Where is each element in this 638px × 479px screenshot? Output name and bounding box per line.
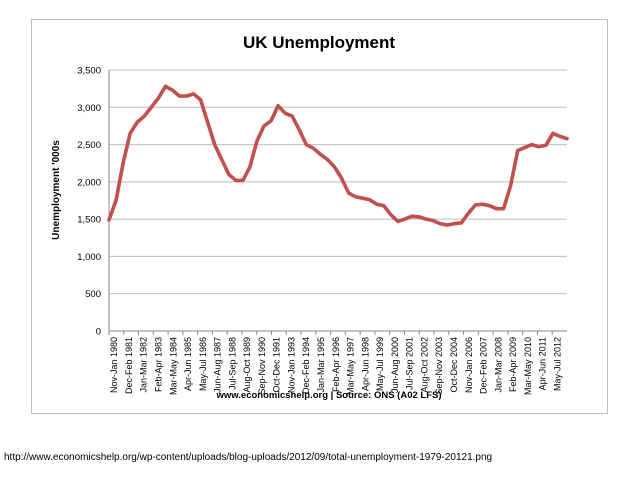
x-tick-label: Jul-Sep 2001: [405, 337, 415, 390]
x-tick-label: Feb-Apr 1996: [331, 337, 341, 392]
x-tick-label: Mar-May 1984: [168, 337, 178, 395]
y-tick-label: 1,000: [77, 252, 101, 263]
x-axis-ticks: Nov-Jan 1980 Dec-Feb 1981 Jan-Mar 1982 Feb-…: [108, 331, 562, 395]
x-tick-label: Sep-Nov 1990: [257, 337, 267, 395]
gridlines: [108, 69, 567, 332]
x-tick-label: Dec-Feb 2007: [479, 337, 489, 394]
y-axis-label: Unemployment '000s: [51, 140, 62, 240]
x-tick-label: May-Jul 2012: [552, 337, 562, 391]
y-tick-label: 3,500: [77, 66, 101, 77]
x-tick-label: Jan-Mar 2008: [493, 337, 503, 393]
x-tick-label: Apr-Jun 1998: [360, 337, 370, 391]
x-tick-label: Nov-Jan 1993: [286, 337, 296, 393]
x-tick-label: Mar-May 2010: [523, 337, 533, 395]
chart-frame: UK Unemployment Unemployment '000s 0 500 1…: [31, 19, 608, 414]
x-tick-label: Nov-Jan 2006: [464, 337, 474, 393]
line-chart: UK Unemployment Unemployment '000s 0 500 1…: [51, 33, 569, 401]
y-tick-label: 0: [96, 327, 101, 338]
series-line-unemployment: [107, 84, 569, 227]
x-tick-label: Oct-Dec 1991: [272, 337, 282, 393]
x-tick-label: Jun-Aug 1987: [213, 337, 223, 393]
x-tick-label: May-Jul 1999: [375, 337, 385, 391]
x-tick-label: Dec-Feb 1994: [301, 337, 311, 394]
x-tick-label: Feb-Apr 1983: [153, 337, 163, 392]
x-tick-label: Sep-Nov 2003: [434, 337, 444, 395]
y-tick-label: 2,500: [77, 140, 101, 151]
x-tick-label: Feb-Apr 2009: [508, 337, 518, 392]
series-layer: [107, 84, 569, 227]
x-tick-label: Jan-Mar 1995: [316, 337, 326, 393]
x-tick-label: Jan-Mar 1982: [139, 337, 149, 393]
x-tick-label: Nov-Jan 1980: [109, 337, 119, 393]
image-url-caption: http://www.economicshelp.org/wp-content/…: [4, 452, 493, 463]
x-tick-label: Oct-Dec 2004: [449, 337, 459, 393]
x-tick-label: Mar-May 1997: [346, 337, 356, 395]
chart-title: UK Unemployment: [243, 33, 395, 52]
y-tick-label: 3,000: [77, 103, 101, 114]
y-axis-ticks: 0 500 1,000 1,500 2,000 2,500 3,000 3,500: [77, 66, 101, 338]
y-tick-label: 1,500: [77, 215, 101, 226]
source-note: www.economicshelp.org | Source: ONS (A02…: [215, 390, 441, 401]
x-tick-label: Jun-Aug 2000: [390, 337, 400, 393]
x-tick-label: Jul-Sep 1988: [227, 337, 237, 390]
x-tick-label: Aug-Oct 2002: [419, 337, 429, 393]
y-tick-label: 500: [85, 289, 101, 300]
x-tick-label: Aug-Oct 1989: [242, 337, 252, 393]
x-tick-label: May-Jul 1986: [198, 337, 208, 391]
x-tick-label: Apr-Jun 1985: [183, 337, 193, 391]
x-tick-label: Dec-Feb 1981: [124, 337, 134, 394]
y-tick-label: 2,000: [77, 177, 101, 188]
x-tick-label: Apr-Jun 2011: [538, 337, 548, 390]
